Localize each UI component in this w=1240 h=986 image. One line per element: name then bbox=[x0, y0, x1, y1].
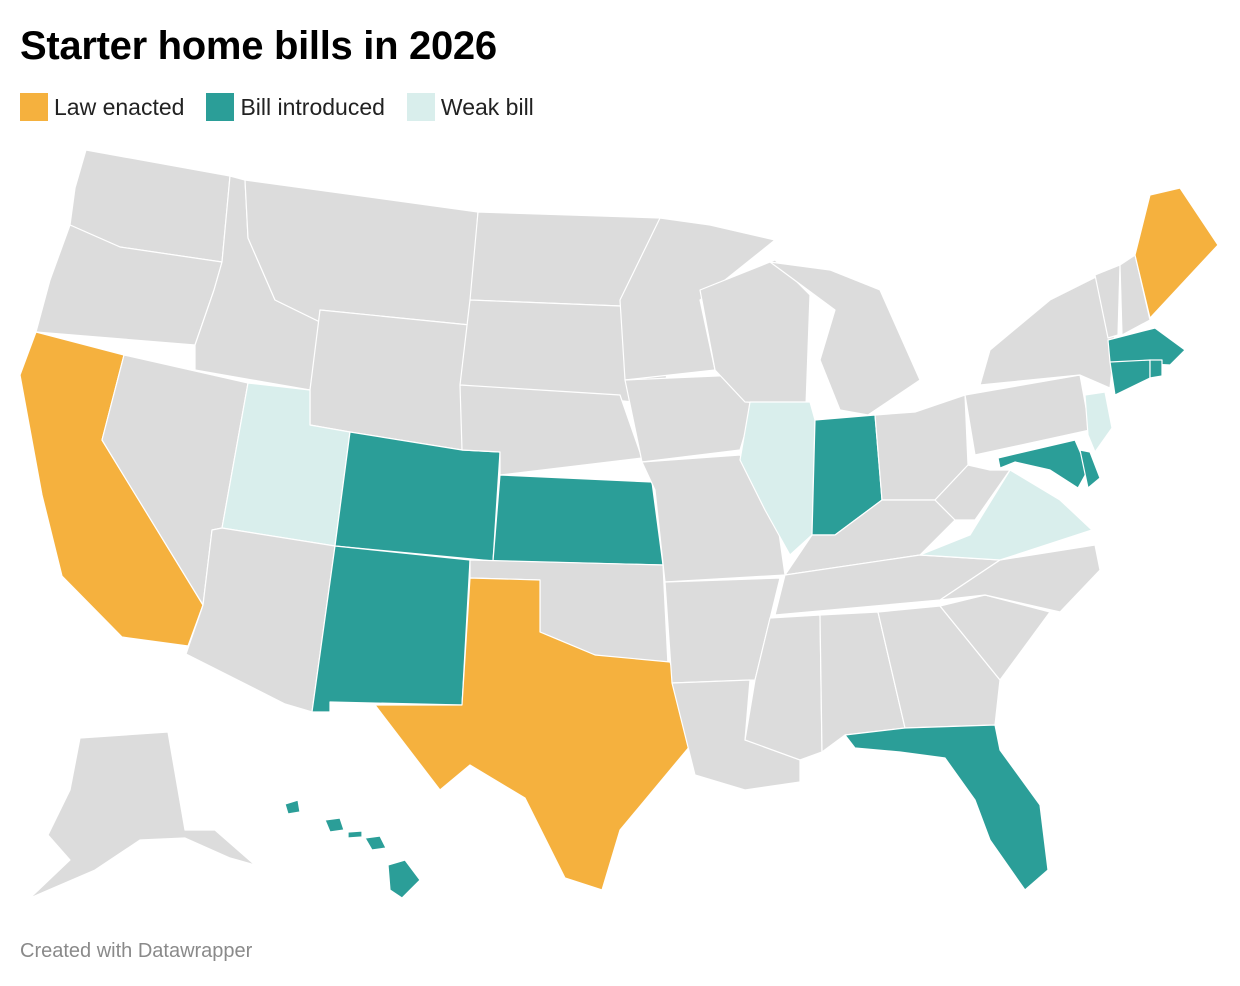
datawrapper-credit: Created with Datawrapper bbox=[20, 940, 253, 962]
state-ri[interactable] bbox=[1149, 359, 1163, 379]
state-nm[interactable] bbox=[311, 545, 471, 713]
legend-item-bill-introduced: Bill introduced bbox=[206, 93, 385, 121]
state-hi-maui[interactable] bbox=[364, 835, 387, 851]
us-states-map bbox=[19, 149, 1219, 899]
state-az[interactable] bbox=[185, 527, 336, 713]
state-il[interactable] bbox=[739, 401, 816, 556]
state-co[interactable] bbox=[334, 431, 501, 562]
legend-swatch-law-enacted bbox=[20, 93, 48, 121]
state-la[interactable] bbox=[671, 679, 801, 791]
state-ks[interactable] bbox=[492, 474, 664, 566]
legend-swatch-bill-introduced bbox=[206, 93, 235, 121]
state-nh[interactable] bbox=[1119, 254, 1151, 336]
legend: Law enacted Bill introduced Weak bill bbox=[20, 93, 556, 121]
state-ma[interactable] bbox=[1107, 327, 1186, 366]
legend-label-bill-introduced: Bill introduced bbox=[240, 94, 385, 120]
state-ga[interactable] bbox=[877, 605, 1001, 729]
state-sc[interactable] bbox=[939, 594, 1051, 681]
state-fl[interactable] bbox=[844, 724, 1049, 891]
state-ak[interactable] bbox=[29, 731, 256, 899]
state-hi-molokai[interactable] bbox=[347, 830, 363, 839]
state-vt[interactable] bbox=[1094, 264, 1121, 339]
state-md[interactable] bbox=[997, 439, 1089, 489]
state-nj[interactable] bbox=[1084, 391, 1113, 453]
state-hi-main[interactable] bbox=[387, 859, 421, 899]
state-ny[interactable] bbox=[979, 274, 1116, 389]
chart-title: Starter home bills in 2026 bbox=[20, 24, 497, 68]
state-mn[interactable] bbox=[619, 217, 776, 381]
legend-label-weak-bill: Weak bill bbox=[440, 94, 534, 120]
legend-label-law-enacted: Law enacted bbox=[54, 94, 185, 120]
state-mi[interactable] bbox=[769, 261, 921, 416]
state-tx[interactable] bbox=[374, 577, 696, 891]
state-ct[interactable] bbox=[1109, 359, 1151, 396]
state-me[interactable] bbox=[1134, 187, 1219, 319]
state-va[interactable] bbox=[919, 469, 1093, 561]
legend-swatch-weak-bill bbox=[406, 93, 435, 121]
legend-item-weak-bill: Weak bill bbox=[406, 93, 534, 121]
legend-item-law-enacted: Law enacted bbox=[20, 93, 184, 121]
state-wv[interactable] bbox=[934, 464, 1011, 521]
state-hi-oahu[interactable] bbox=[324, 817, 345, 833]
state-de[interactable] bbox=[1079, 449, 1101, 489]
state-hi-kauai[interactable] bbox=[284, 799, 301, 815]
